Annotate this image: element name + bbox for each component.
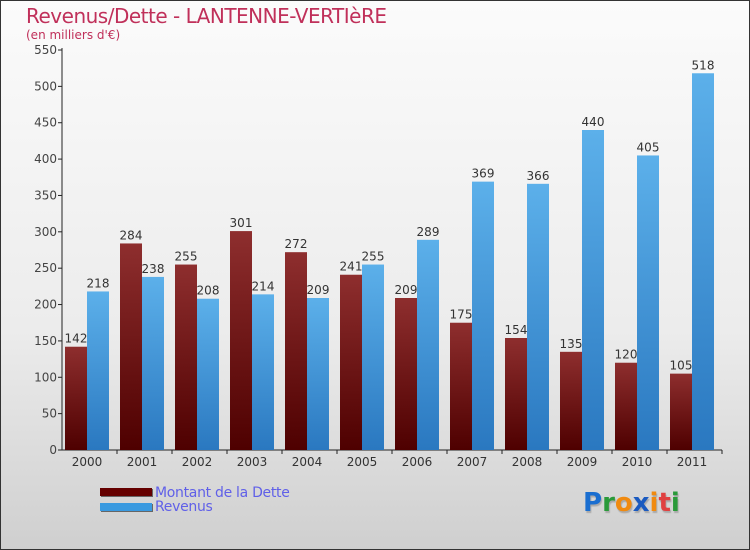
x-tick-label: 2005 [347, 455, 378, 469]
bar-revenus-2002 [197, 298, 219, 450]
data-label: 366 [527, 169, 550, 183]
x-tick-label: 2011 [677, 455, 708, 469]
data-label: 208 [197, 284, 220, 298]
bar-dette-2007 [450, 322, 472, 450]
chart-title: Revenus/Dette - LANTENNE-VERTIèRE [26, 4, 387, 28]
data-label: 214 [252, 279, 275, 293]
x-tick-label: 2009 [567, 455, 598, 469]
x-tick-label: 2006 [402, 455, 433, 469]
chart-subtitle: (en milliers d'€) [26, 28, 121, 42]
bar-revenus-2001 [142, 276, 164, 450]
bar-dette-2005 [340, 274, 362, 450]
data-label: 518 [692, 58, 715, 72]
data-label: 209 [307, 283, 330, 297]
data-label: 405 [637, 140, 660, 154]
x-tick-label: 2010 [622, 455, 653, 469]
data-label: 369 [472, 167, 495, 181]
legend-swatch-debt [100, 488, 152, 496]
proxiti-logo: Proxiti [583, 488, 680, 518]
bar-revenus-2005 [362, 264, 384, 450]
y-tick-label: 450 [34, 116, 57, 130]
data-label: 255 [362, 250, 385, 264]
bar-revenus-2004 [307, 298, 329, 450]
x-tick-label: 2002 [182, 455, 213, 469]
y-tick-label: 350 [34, 188, 57, 202]
bar-dette-2006 [395, 298, 417, 450]
bar-revenus-2008 [527, 183, 549, 450]
data-label: 135 [560, 337, 583, 351]
x-tick-label: 2007 [457, 455, 488, 469]
y-tick-label: 100 [34, 370, 57, 384]
data-label: 209 [395, 283, 418, 297]
y-tick-label: 150 [34, 334, 57, 348]
bar-dette-2009 [560, 351, 582, 450]
x-tick-label: 2004 [292, 455, 323, 469]
data-label: 440 [582, 115, 605, 129]
bar-revenus-2000 [87, 291, 109, 450]
bar-dette-2004 [285, 252, 307, 450]
y-tick-label: 200 [34, 298, 57, 312]
bar-revenus-2006 [417, 239, 439, 450]
y-tick-label: 50 [42, 407, 57, 421]
data-label: 289 [417, 225, 440, 239]
data-label: 175 [450, 308, 473, 322]
bar-dette-2010 [615, 362, 637, 450]
y-tick-label: 250 [34, 261, 57, 275]
bar-dette-2003 [230, 231, 252, 450]
data-label: 255 [175, 250, 198, 264]
bar-revenus-2011 [692, 73, 714, 450]
bar-revenus-2007 [472, 181, 494, 451]
data-label: 142 [65, 332, 88, 346]
x-tick-label: 2003 [237, 455, 268, 469]
data-label: 105 [670, 359, 693, 373]
y-tick-label: 500 [34, 79, 57, 93]
bar-dette-2002 [175, 264, 197, 450]
y-tick-label: 550 [34, 43, 57, 57]
x-tick-label: 2008 [512, 455, 543, 469]
data-label: 241 [340, 260, 363, 274]
data-label: 218 [87, 276, 110, 290]
data-label: 120 [615, 348, 638, 362]
data-label: 301 [230, 216, 253, 230]
x-tick-label: 2000 [72, 455, 103, 469]
bar-revenus-2003 [252, 294, 274, 450]
y-tick-label: 300 [34, 225, 57, 239]
data-label: 154 [505, 323, 528, 337]
legend-label-revenus: Revenus [155, 499, 213, 515]
bar-dette-2001 [120, 243, 142, 450]
y-tick-label: 0 [49, 443, 57, 457]
bar-dette-2000 [65, 346, 87, 450]
data-label: 272 [285, 237, 308, 251]
bar-revenus-2010 [637, 155, 659, 451]
bar-revenus-2009 [582, 130, 604, 450]
legend-swatch-revenus [100, 503, 152, 511]
bar-dette-2011 [670, 373, 692, 450]
y-tick-label: 400 [34, 152, 57, 166]
data-label: 284 [120, 228, 143, 242]
bar-dette-2008 [505, 338, 527, 450]
legend-label-debt: Montant de la Dette [155, 485, 290, 501]
x-tick-label: 2001 [127, 455, 158, 469]
data-label: 238 [142, 262, 165, 276]
